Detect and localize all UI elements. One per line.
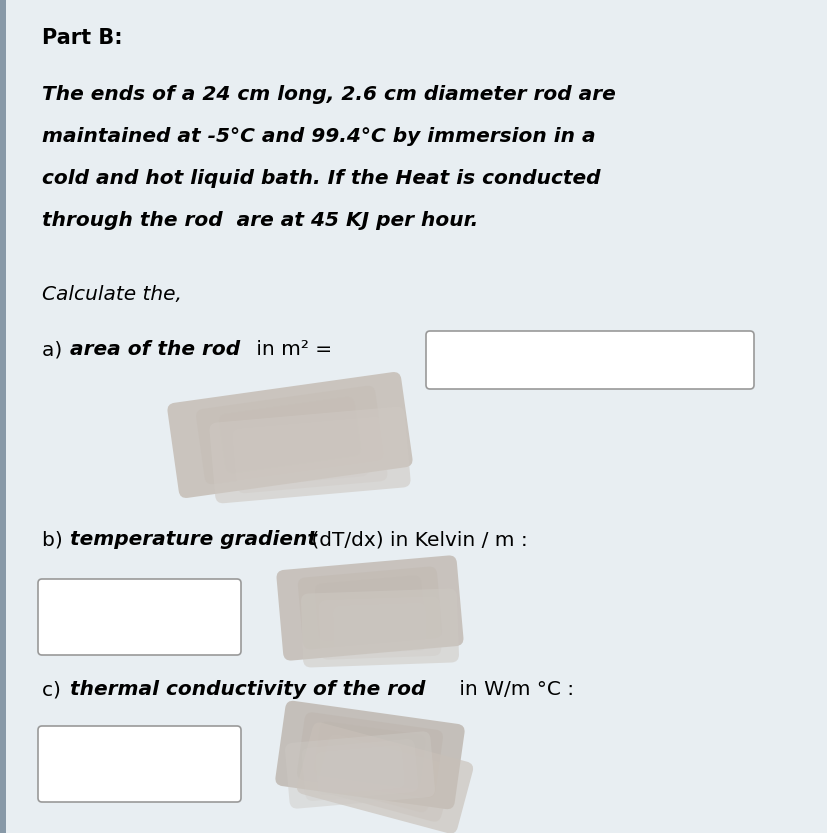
FancyBboxPatch shape <box>285 731 435 809</box>
Text: b): b) <box>42 530 69 549</box>
FancyBboxPatch shape <box>314 721 426 789</box>
FancyBboxPatch shape <box>317 734 453 821</box>
Text: in W/m °C :: in W/m °C : <box>453 680 574 699</box>
Text: cold and hot liquid bath. If the Heat is conducted: cold and hot liquid bath. If the Heat is… <box>42 169 600 188</box>
Bar <box>0 0 6 833</box>
Text: in m² =: in m² = <box>250 340 332 359</box>
FancyBboxPatch shape <box>209 407 410 503</box>
FancyBboxPatch shape <box>276 556 463 661</box>
FancyBboxPatch shape <box>333 603 427 653</box>
Text: maintained at -5°C and 99.4°C by immersion in a: maintained at -5°C and 99.4°C by immersi… <box>42 127 595 146</box>
Text: area of the rod: area of the rod <box>70 340 240 359</box>
FancyBboxPatch shape <box>196 386 384 484</box>
Text: (dT/dx) in Kelvin / m :: (dT/dx) in Kelvin / m : <box>305 530 528 549</box>
FancyBboxPatch shape <box>426 331 754 389</box>
FancyBboxPatch shape <box>315 576 425 641</box>
FancyBboxPatch shape <box>251 425 369 485</box>
FancyBboxPatch shape <box>298 566 442 650</box>
FancyBboxPatch shape <box>167 372 413 498</box>
FancyBboxPatch shape <box>332 744 437 812</box>
Text: through the rod  are at 45 KJ per hour.: through the rod are at 45 KJ per hour. <box>42 211 478 230</box>
FancyBboxPatch shape <box>302 739 418 801</box>
Text: thermal conductivity of the rod: thermal conductivity of the rod <box>70 680 425 699</box>
FancyBboxPatch shape <box>318 596 442 660</box>
Text: c): c) <box>42 680 67 699</box>
FancyBboxPatch shape <box>38 579 241 655</box>
FancyBboxPatch shape <box>315 746 405 795</box>
Text: Part B:: Part B: <box>42 28 122 48</box>
FancyBboxPatch shape <box>38 726 241 802</box>
Text: a): a) <box>42 340 69 359</box>
FancyBboxPatch shape <box>219 397 361 473</box>
FancyBboxPatch shape <box>232 416 387 493</box>
Text: Calculate the,: Calculate the, <box>42 285 182 304</box>
FancyBboxPatch shape <box>297 722 473 833</box>
FancyBboxPatch shape <box>275 701 465 809</box>
Text: temperature gradient: temperature gradient <box>70 530 317 549</box>
FancyBboxPatch shape <box>301 589 459 667</box>
Text: The ends of a 24 cm long, 2.6 cm diameter rod are: The ends of a 24 cm long, 2.6 cm diamete… <box>42 85 616 104</box>
FancyBboxPatch shape <box>297 712 443 798</box>
